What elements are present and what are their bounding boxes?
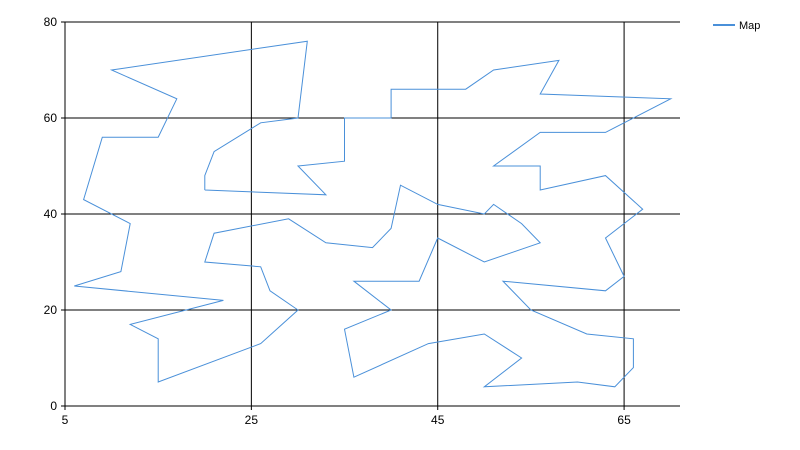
y-tick-label: 0 [50, 399, 57, 413]
x-tick-label: 5 [62, 413, 69, 427]
x-tick-label: 45 [431, 413, 445, 427]
grid [65, 21, 680, 406]
x-tick-label: 65 [617, 413, 631, 427]
y-tick-label: 60 [44, 111, 58, 125]
tick-labels: 5 25 45 65 0 20 40 60 80 [44, 15, 631, 427]
y-tick-label: 40 [44, 207, 58, 221]
series-layer [74, 40, 673, 388]
axes [61, 21, 680, 410]
legend: Map [713, 20, 760, 32]
y-tick-label: 20 [44, 303, 58, 317]
series-line-map [74, 40, 673, 388]
y-tick-label: 80 [44, 15, 58, 29]
legend-label: Map [739, 20, 760, 32]
x-tick-label: 25 [245, 413, 259, 427]
